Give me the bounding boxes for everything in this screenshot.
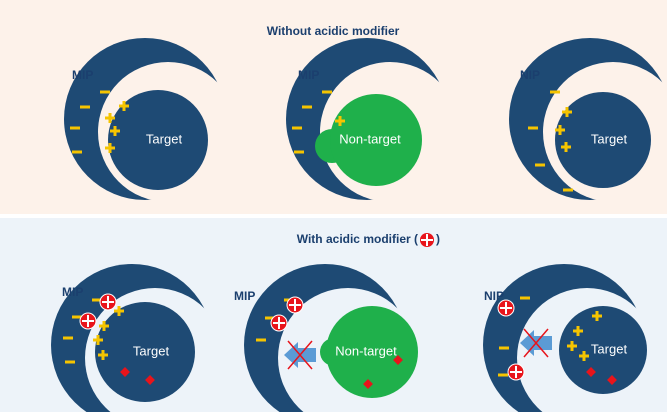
analyte-label: Target (146, 131, 183, 146)
diagram: Without acidic modifier With acidic modi… (0, 0, 667, 412)
acidic-modifier (80, 313, 96, 329)
negative-charge (70, 127, 80, 130)
negative-charge (528, 127, 538, 130)
modifier-v (505, 302, 507, 314)
negative-charge (499, 347, 509, 350)
analyte-label: Non-target (339, 131, 401, 146)
bottom-title-prefix: With acidic modifier ( (297, 232, 418, 246)
plus-v (571, 341, 574, 351)
analyte-label: Non-target (335, 343, 397, 358)
bottom-title-suffix: ) (436, 232, 440, 246)
acidic-modifier (100, 294, 116, 310)
acidic-modifier (287, 297, 303, 313)
negative-charge (498, 374, 508, 377)
plus-v (583, 351, 586, 361)
plus-v (123, 101, 126, 111)
polymer-label: MIP (298, 68, 319, 82)
negative-charge (302, 106, 312, 109)
plus-v (565, 142, 568, 152)
polymer-label: MIP (62, 285, 83, 299)
negative-charge (322, 91, 332, 94)
top-title: Without acidic modifier (267, 24, 400, 38)
plus-v (109, 143, 112, 153)
polymer-label: MIP (234, 289, 255, 303)
modifier-v (107, 296, 109, 308)
negative-charge (563, 189, 573, 192)
negative-charge (256, 339, 266, 342)
plus-v (339, 116, 342, 126)
negative-charge (65, 361, 75, 364)
acidic-modifier (508, 364, 524, 380)
plus-v (559, 125, 562, 135)
analyte-label: Target (591, 131, 628, 146)
negative-charge (63, 337, 73, 340)
modifier-v (278, 317, 280, 329)
plus-v (103, 321, 106, 331)
negative-charge (294, 151, 304, 154)
negative-charge (72, 151, 82, 154)
polymer-label: NIP (484, 289, 504, 303)
modifier-v (515, 366, 517, 378)
acidic-modifier (498, 300, 514, 316)
polymer-label: NIP (520, 68, 540, 82)
plus-v (118, 306, 121, 316)
modifier-v (87, 315, 89, 327)
plus-v (114, 126, 117, 136)
negative-charge (80, 106, 90, 109)
plus-v (97, 335, 100, 345)
modifier-icon (420, 233, 434, 247)
plus-v (566, 107, 569, 117)
negative-charge (535, 164, 545, 167)
modifier-v (294, 299, 296, 311)
plus-v (577, 326, 580, 336)
negative-charge (520, 297, 530, 300)
negative-charge (100, 91, 110, 94)
polymer-label: MIP (72, 68, 93, 82)
acidic-modifier (271, 315, 287, 331)
plus-v (109, 113, 112, 123)
plus-v (596, 311, 599, 321)
analyte-label: Target (591, 341, 628, 356)
negative-charge (292, 127, 302, 130)
plus-v (102, 350, 105, 360)
negative-charge (550, 91, 560, 94)
analyte-label: Target (133, 343, 170, 358)
